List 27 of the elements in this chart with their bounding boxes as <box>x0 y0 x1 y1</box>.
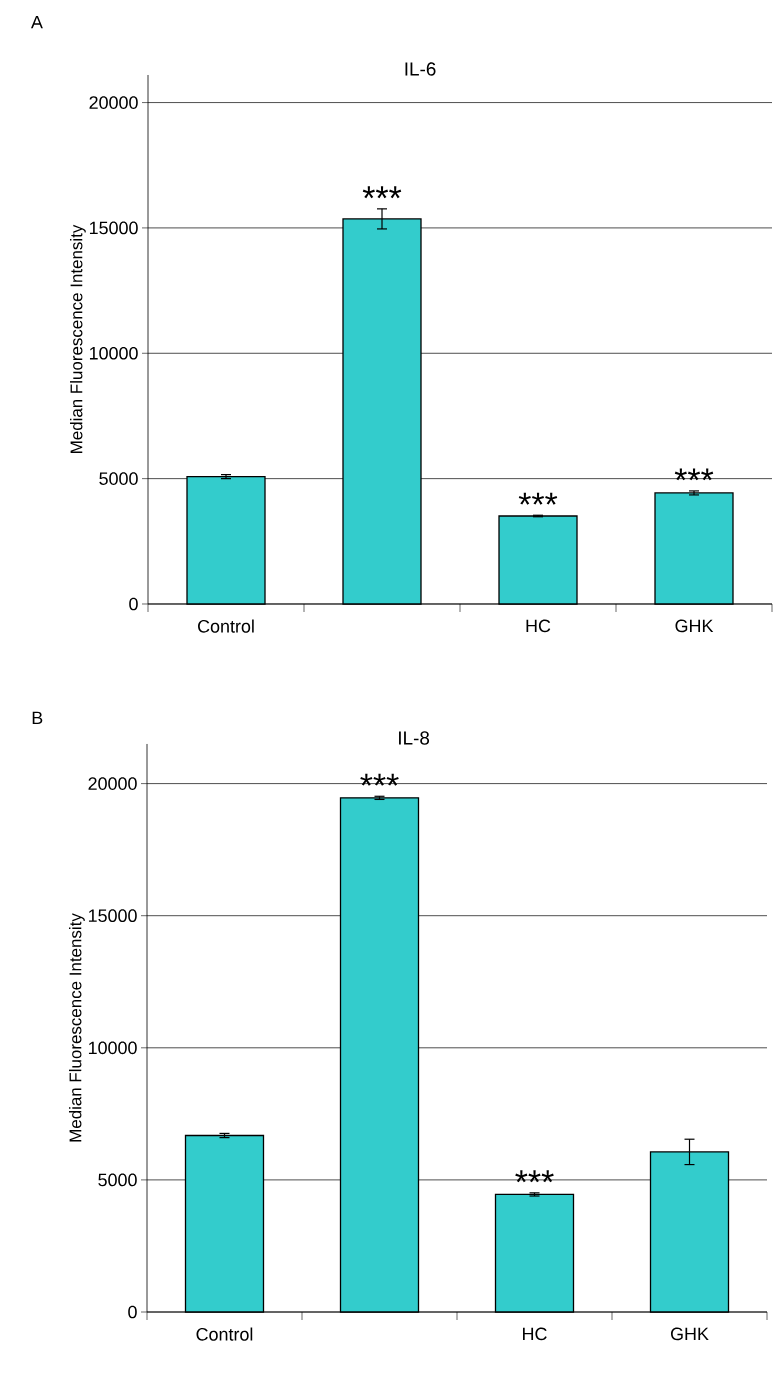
y-tick-label: 15000 <box>88 909 137 923</box>
data-label: *** <box>360 773 399 786</box>
y-axis-title: Median Fluorescence Intensity <box>69 224 86 453</box>
x-tick-label: Control <box>196 1327 253 1341</box>
y-tick-label: 15000 <box>89 221 138 235</box>
chart-title: IL-6 <box>405 62 436 76</box>
y-tick-label: 0 <box>129 597 138 611</box>
y-tick-label: 10000 <box>88 1041 137 1055</box>
x-tick-label: HC <box>526 619 551 633</box>
data-label: *** <box>515 1170 554 1183</box>
y-tick-label: 20000 <box>89 96 138 109</box>
text: B <box>32 711 43 724</box>
text: A <box>30 15 43 29</box>
y-tick-label: 0 <box>128 1305 137 1319</box>
data-label: *** <box>674 468 714 481</box>
chart-title: IL-8 <box>399 731 430 745</box>
x-tick-label: GHK <box>670 1327 709 1341</box>
y-tick-label: 5000 <box>99 472 138 485</box>
y-tick-label: 5000 <box>98 1173 137 1187</box>
x-tick-label: GHK <box>675 619 714 633</box>
x-tick-label: Control <box>198 619 254 633</box>
y-tick-label: 10000 <box>89 346 138 360</box>
x-tick-label: HC <box>523 1327 547 1341</box>
y-tick-label: 20000 <box>88 777 137 790</box>
y-axis-title: Median Fluorescence Intensity <box>68 913 85 1142</box>
data-label: *** <box>518 492 558 505</box>
data-label: *** <box>362 186 402 199</box>
